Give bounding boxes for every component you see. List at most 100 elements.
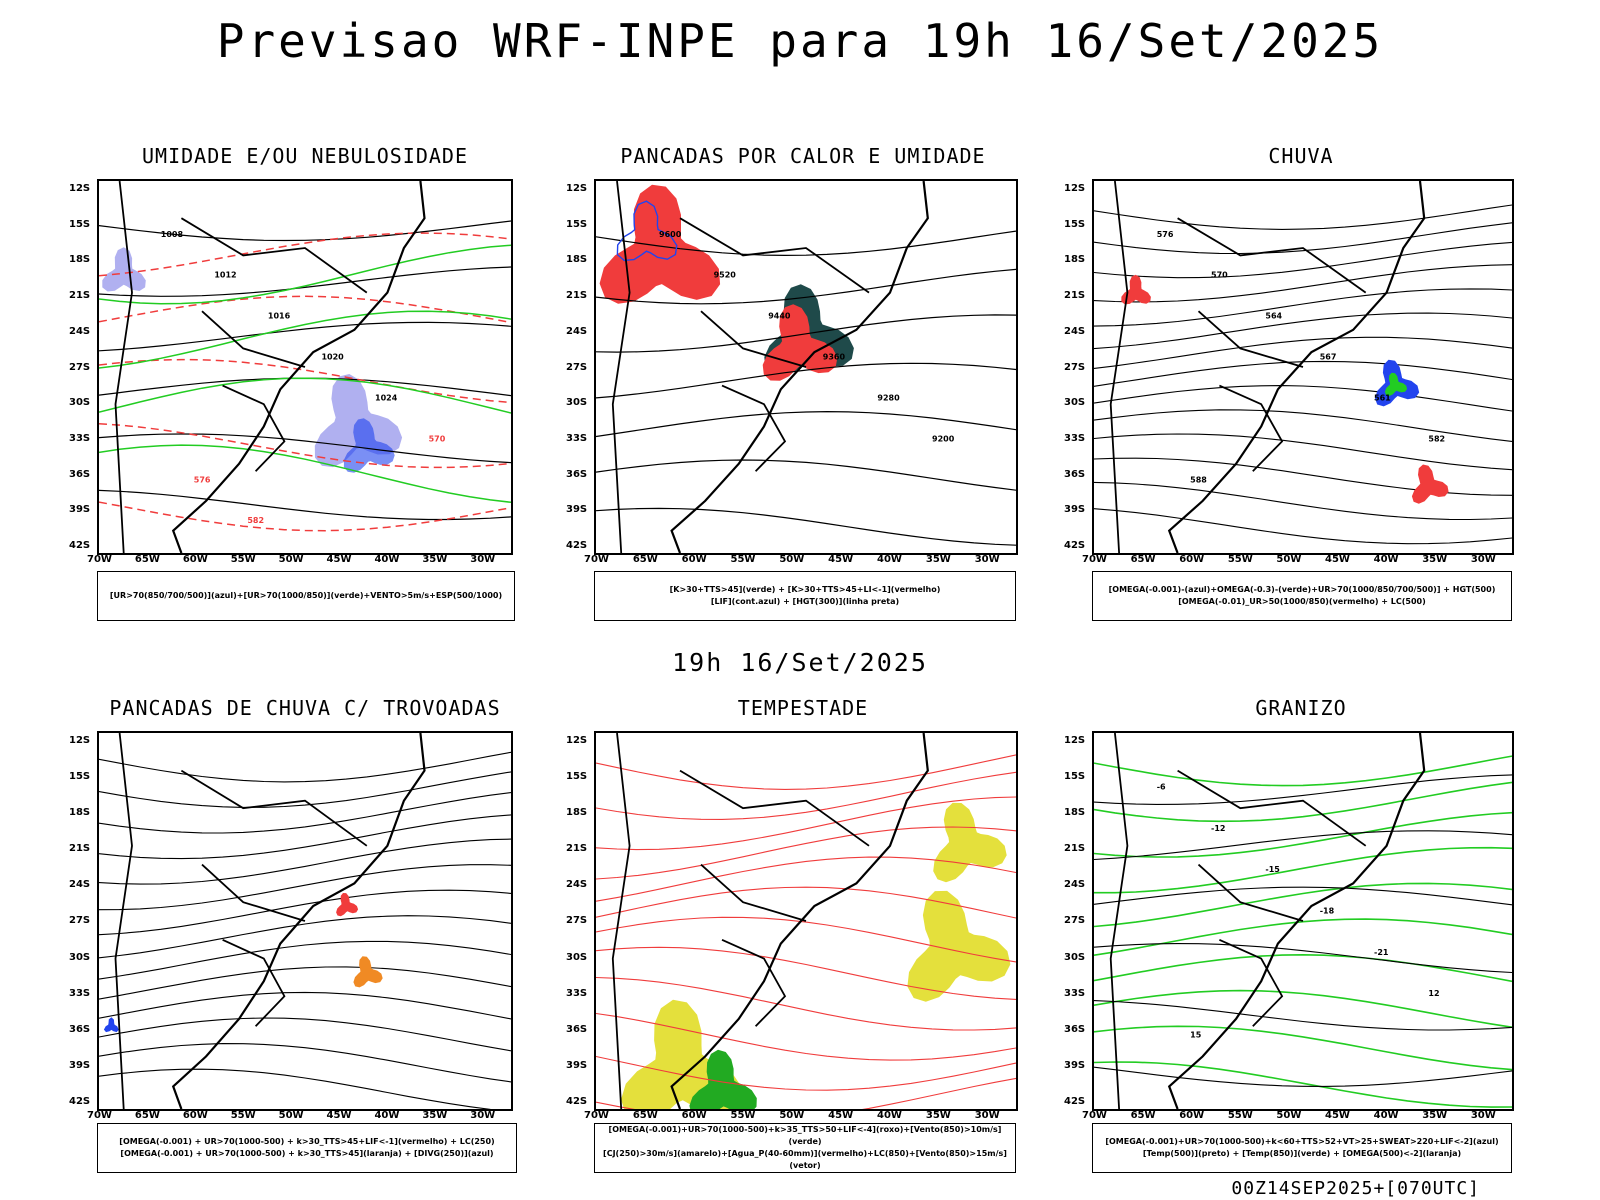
- contour-label: 582: [1428, 434, 1445, 443]
- map-panel: -6 -12 -15 -18 -21 12 15: [1092, 731, 1514, 1111]
- lat-tick-label: 24S: [69, 325, 91, 337]
- contour-label: 567: [1320, 353, 1337, 362]
- lat-tick-label: 12S: [69, 735, 91, 746]
- thunder-area: [336, 893, 359, 917]
- lon-tick-label: 50W: [278, 554, 304, 565]
- lat-tick-label: 27S: [1064, 361, 1086, 373]
- lon-tick-label: 55W: [230, 554, 256, 565]
- lat-tick-label: 30S: [69, 951, 91, 963]
- lat-tick-label: 39S: [69, 504, 91, 516]
- border-line: [1177, 769, 1367, 847]
- legend-line: [UR>70(850/700/500)](azul)+[UR>70(1000/8…: [109, 591, 503, 600]
- contour-label: 1012: [214, 271, 236, 280]
- legend-line: [OMEGA(-0.01)_UR>50(1000/850)(vermelho) …: [1178, 597, 1426, 606]
- temp850-contour: [1094, 882, 1512, 928]
- map-panel: [97, 731, 513, 1111]
- border-line: [114, 733, 133, 1109]
- height-contour: [1094, 385, 1512, 412]
- coastline: [1167, 733, 1426, 1109]
- contour-label: -18: [1320, 906, 1335, 915]
- height-contour: [1094, 508, 1512, 545]
- panel-legend: [OMEGA(-0.001)-(azul)+OMEGA(-0.3)-(verde…: [1092, 571, 1512, 621]
- contour-label: 576: [1157, 230, 1174, 239]
- lon-tick-label: 45W: [1325, 554, 1350, 565]
- lon-tick-label: 60W: [681, 554, 707, 565]
- lon-tick-label: 70W: [584, 1110, 609, 1121]
- pressure-contour: [99, 377, 511, 397]
- height-contour: [596, 230, 1016, 257]
- height-contour: [596, 314, 1016, 353]
- lon-tick-label: 40W: [877, 1110, 902, 1121]
- map-svg: 9600 9520 9440 9360 9280 9200: [596, 181, 1016, 553]
- border-line: [201, 863, 306, 922]
- lat-tick-label: 18S: [1064, 807, 1086, 819]
- contour-label: 570: [429, 434, 446, 443]
- lon-tick-label: 65W: [1130, 1110, 1156, 1121]
- contour-label: 15: [1190, 1031, 1202, 1040]
- panel-title: TEMPESTADE: [737, 696, 869, 720]
- lat-tick-label: 42S: [69, 540, 91, 552]
- wind-area: [689, 1049, 757, 1109]
- lon-tick-label: 40W: [877, 554, 902, 565]
- streamline: [99, 966, 511, 1000]
- jet-area: [933, 802, 1007, 883]
- thickness-contour: [99, 358, 511, 404]
- streamline: [99, 814, 511, 860]
- streamline: [99, 1043, 511, 1083]
- lat-tick-label: 33S: [566, 987, 588, 999]
- panel-title: GRANIZO: [1255, 696, 1347, 720]
- streamline: [99, 771, 511, 808]
- streamline: [99, 792, 511, 834]
- lon-tick-label: 50W: [1276, 1110, 1302, 1121]
- lat-tick-label: 36S: [69, 1023, 91, 1035]
- map-svg: 1008 1012 1016 1020 1024 570 576 582: [99, 181, 511, 553]
- lat-tick-label: 36S: [566, 468, 588, 480]
- temp850-contour: [1094, 755, 1512, 787]
- height-contour: [1094, 264, 1512, 303]
- pressure-contour: [99, 321, 511, 352]
- height-contour: [596, 459, 1016, 491]
- lon-tick-label: 65W: [632, 1110, 658, 1121]
- forecast-time: 19h 16/Set/2025: [672, 648, 928, 677]
- border-line: [1197, 863, 1304, 922]
- border-line: [114, 181, 133, 553]
- thickness-contour: [99, 501, 511, 532]
- lat-tick-label: 24S: [1064, 325, 1086, 337]
- lon-tick-label: 55W: [730, 554, 756, 565]
- coastline: [171, 733, 426, 1109]
- lat-tick-label: 15S: [69, 218, 91, 230]
- lat-tick-label: 36S: [1064, 1023, 1086, 1035]
- map-panel: 9600 9520 9440 9360 9280 9200: [594, 179, 1018, 555]
- lon-tick-label: 50W: [278, 1110, 304, 1121]
- lat-tick-label: 24S: [69, 879, 91, 891]
- panel-legend: [OMEGA(-0.001)+UR>70(1000-500)+k>35_TTS>…: [594, 1123, 1016, 1173]
- streamline: [99, 940, 511, 980]
- panel-title: CHUVA: [1268, 144, 1334, 168]
- lat-tick-label: 42S: [1064, 1095, 1086, 1107]
- temp850-contour: [1094, 846, 1512, 894]
- streamline: [596, 771, 1016, 820]
- humidity-contour: [99, 444, 511, 504]
- legend-line: [OMEGA(-0.001)+UR>70(1000-500)+k<60+TTS>…: [1105, 1137, 1499, 1146]
- border-line: [611, 733, 631, 1109]
- lat-tick-label: 21S: [1064, 843, 1086, 855]
- page-title: Previsao WRF-INPE para 19h 16/Set/2025: [216, 14, 1384, 68]
- lon-tick-label: 30W: [974, 1110, 1000, 1121]
- lon-tick-label: 40W: [1373, 554, 1399, 565]
- lat-tick-label: 24S: [1064, 879, 1086, 891]
- lon-tick-label: 60W: [1179, 554, 1205, 565]
- streamline: [596, 856, 1016, 902]
- border-line: [222, 384, 286, 472]
- map-svg: [99, 733, 511, 1109]
- temp850-contour: [1094, 1061, 1512, 1108]
- temp500-contour: [1094, 886, 1512, 906]
- lat-tick-label: 27S: [69, 915, 91, 927]
- panel-legend: [OMEGA(-0.001) + UR>70(1000-500) + k>30_…: [97, 1123, 517, 1173]
- height-contour: [1094, 222, 1512, 255]
- contour-label: 1008: [161, 230, 184, 239]
- lat-tick-label: 24S: [566, 325, 588, 337]
- streamline: [596, 916, 1016, 963]
- map-panel: [594, 731, 1018, 1111]
- streamline: [596, 754, 1016, 790]
- border-line: [721, 384, 787, 472]
